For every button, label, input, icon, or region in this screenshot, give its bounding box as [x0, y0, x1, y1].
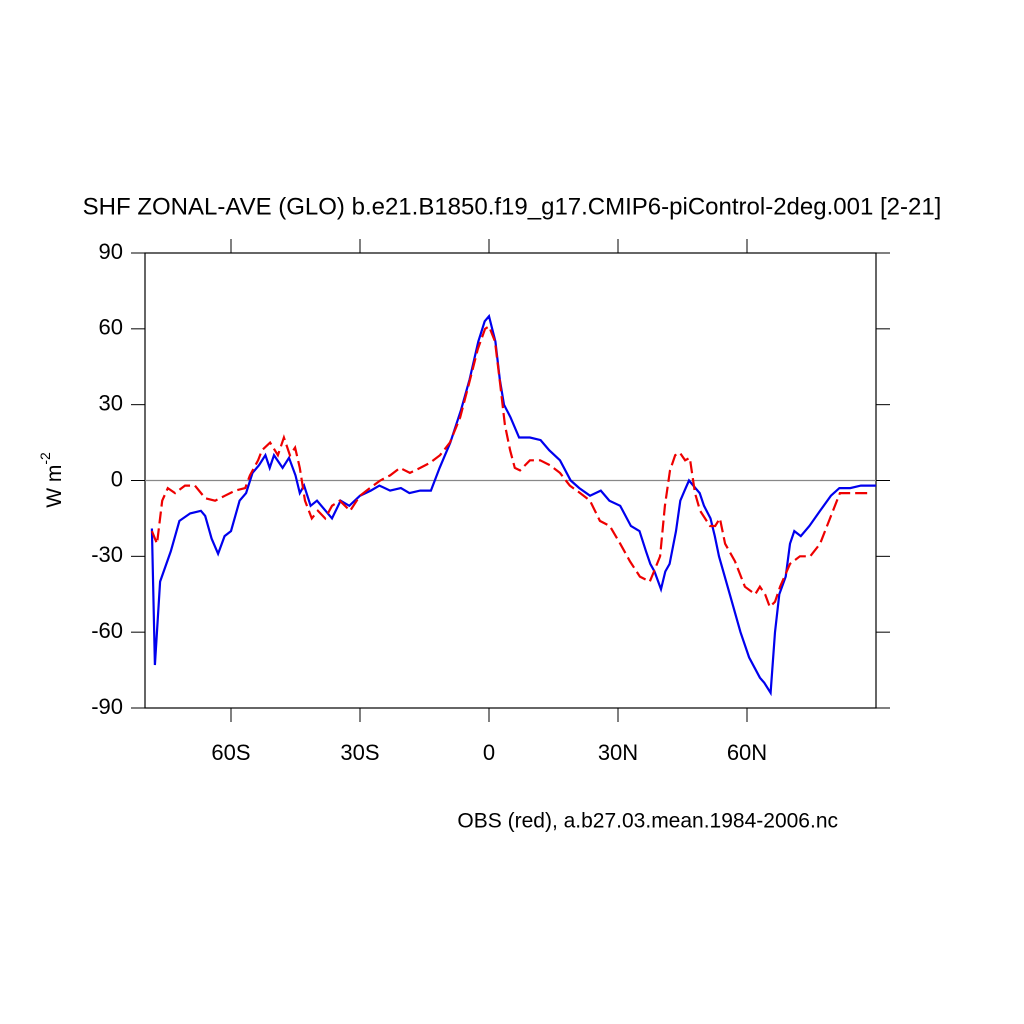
y-axis-label: W m-2 — [37, 452, 66, 508]
y-tick-label: -90 — [91, 694, 123, 719]
y-tick-label: -60 — [91, 618, 123, 643]
y-tick-label: 30 — [99, 390, 123, 415]
y-tick-label: -30 — [91, 542, 123, 567]
x-tick-label: 30S — [340, 740, 379, 765]
x-tick-label: 0 — [483, 740, 495, 765]
data-line — [150, 313, 876, 697]
chart-title: SHF ZONAL-AVE (GLO) b.e21.B1850.f19_g17.… — [83, 193, 942, 220]
x-tick-label: 30N — [598, 740, 638, 765]
y-tick-label: 90 — [99, 239, 123, 264]
y-tick-label: 0 — [111, 466, 123, 491]
y-tick-label: 60 — [99, 315, 123, 340]
x-axis-label: OBS (red), a.b27.03.mean.1984-2006.nc — [457, 810, 838, 833]
data-line — [150, 324, 870, 609]
y-axis-label-sup: -2 — [37, 452, 53, 465]
x-tick-label: 60S — [211, 740, 250, 765]
y-axis-label-main: W m — [43, 465, 66, 508]
x-tick-label: 60N — [727, 740, 767, 765]
